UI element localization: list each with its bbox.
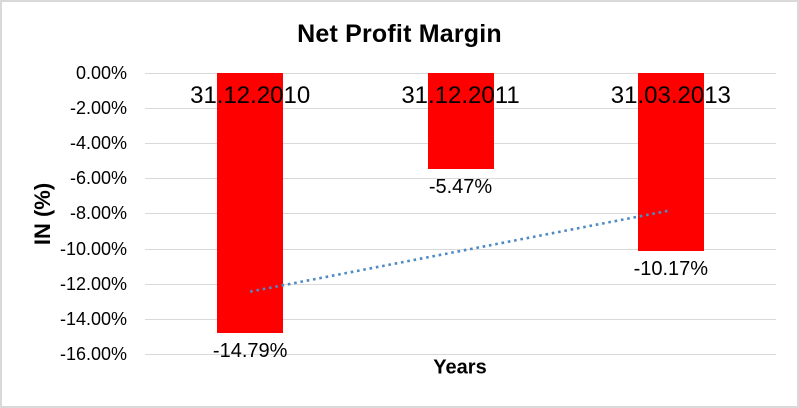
category-label: 31.12.2010 — [190, 82, 311, 109]
y-axis-tick-label: -6.00% — [69, 168, 127, 189]
y-axis-tick-label: -4.00% — [69, 132, 127, 153]
category-label: 31.12.2011 — [401, 82, 520, 109]
y-axis-tick-label: 0.00% — [75, 62, 127, 83]
y-axis-tick-label: -2.00% — [69, 97, 127, 118]
bar-31.12.2010 — [217, 72, 284, 333]
y-axis-tick-label: -12.00% — [59, 273, 127, 294]
y-axis-tick-label: -14.00% — [59, 308, 127, 329]
gridline — [145, 178, 776, 180]
gridline — [145, 318, 776, 320]
data-label: -14.79% — [212, 339, 288, 362]
data-label: -10.17% — [633, 258, 709, 281]
category-label: 31.03.2013 — [610, 82, 731, 109]
x-axis-title: Years — [433, 356, 487, 379]
y-axis-tick-label: -10.00% — [59, 238, 127, 259]
y-axis-tick-label: -8.00% — [69, 203, 127, 224]
bar-31.12.2011 — [427, 72, 494, 169]
data-label: -5.47% — [428, 175, 493, 198]
chart-title: Net Profit Margin — [297, 20, 502, 48]
y-axis-tick-label: -16.00% — [59, 344, 127, 365]
gridline — [145, 354, 776, 356]
trendline-dotted-line — [249, 209, 672, 293]
